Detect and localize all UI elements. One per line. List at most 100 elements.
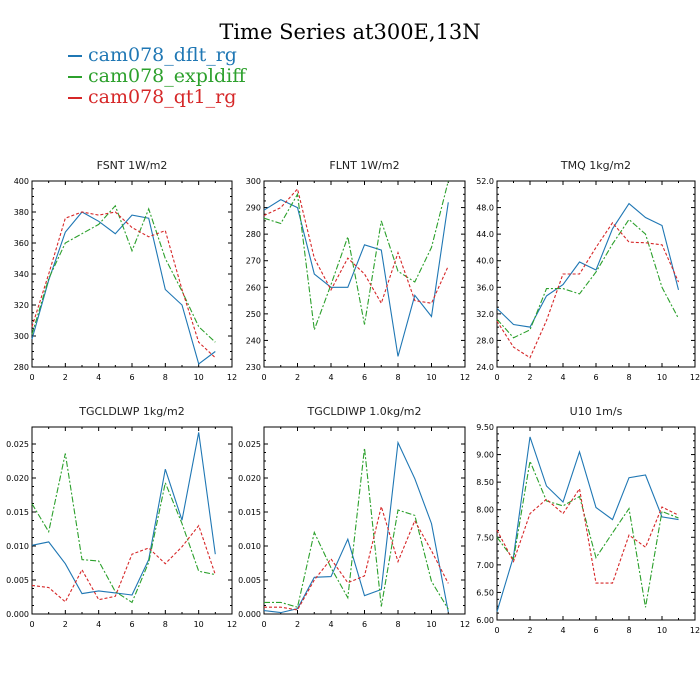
panel-title: TGCLDLWP 1kg/m2 <box>78 405 184 418</box>
y-tick-label: 0.005 <box>238 576 261 585</box>
series-line-cam078_qt1_rg <box>31 211 216 359</box>
panel-title: U10 1m/s <box>570 405 623 418</box>
legend-label: cam078_expldiff <box>88 65 246 87</box>
y-tick-label: 0.025 <box>6 440 29 449</box>
chart-title: Time Series at300E,13N <box>219 20 481 44</box>
series-line-cam078_expldiff <box>31 453 216 604</box>
y-tick-label: 28.0 <box>476 336 494 345</box>
series-line-cam078_qt1_rg <box>263 187 449 305</box>
y-tick-label: 44.0 <box>476 230 494 239</box>
y-tick-label: 8.00 <box>476 506 494 515</box>
y-tick-label: 340 <box>14 270 29 279</box>
x-tick-label: 4 <box>560 373 565 382</box>
series-line-cam078_qt1_rg <box>496 487 679 584</box>
series-line-cam078_qt1_rg <box>264 504 449 611</box>
x-tick-label: 10 <box>657 626 667 635</box>
panel-title: FLNT 1W/m2 <box>329 159 399 172</box>
y-tick-label: 9.50 <box>476 423 494 432</box>
y-tick-label: 7.00 <box>476 561 494 570</box>
y-tick-label: 0.005 <box>6 576 29 585</box>
x-tick-label: 0 <box>494 626 499 635</box>
legend-swatch <box>68 55 82 57</box>
y-tick-label: 0.025 <box>238 440 261 449</box>
y-tick-label: 270 <box>246 257 261 266</box>
series-line-cam078_dflt_rg <box>31 211 216 365</box>
x-tick-label: 6 <box>593 626 598 635</box>
y-tick-label: 0.010 <box>6 542 29 551</box>
x-tick-label: 8 <box>163 373 168 382</box>
y-tick-label: 380 <box>14 208 29 217</box>
x-tick-label: 12 <box>460 620 470 629</box>
series-line-cam078_expldiff <box>496 218 679 339</box>
panel-title: FSNT 1W/m2 <box>97 159 168 172</box>
series-line-cam078_dflt_rg <box>263 198 449 357</box>
x-tick-label: 12 <box>690 373 700 382</box>
x-tick-label: 2 <box>63 373 68 382</box>
y-tick-label: 0.010 <box>238 542 261 551</box>
x-tick-label: 0 <box>261 620 266 629</box>
x-tick-label: 10 <box>194 373 204 382</box>
x-tick-label: 10 <box>657 373 667 382</box>
y-tick-label: 48.0 <box>476 204 494 213</box>
x-tick-label: 8 <box>395 373 400 382</box>
x-tick-label: 12 <box>460 373 470 382</box>
y-tick-label: 260 <box>246 283 261 292</box>
y-tick-label: 7.50 <box>476 533 494 542</box>
series-line-cam078_dflt_rg <box>496 436 679 612</box>
y-tick-label: 280 <box>246 230 261 239</box>
panel-2: FLNT 1W/m2 230 240 250 260 270 280 290 300 0 2 4 6 8 1… <box>246 159 470 382</box>
y-tick-label: 0.015 <box>6 508 29 517</box>
y-tick-label: 0.015 <box>238 508 261 517</box>
x-tick-label: 8 <box>626 373 631 382</box>
y-tick-label: 300 <box>14 332 29 341</box>
series-line-cam078_dflt_rg <box>31 432 216 596</box>
y-tick-label: 24.0 <box>476 363 494 372</box>
panel-1: FSNT 1W/m2 280 300 320 340 360 380 400 0 2 4 6 8 10 12 <box>14 159 237 382</box>
x-tick-label: 10 <box>194 620 204 629</box>
y-tick-label: 40.0 <box>476 257 494 266</box>
series-line-cam078_expldiff <box>264 448 449 610</box>
legend-label: cam078_dflt_rg <box>88 44 237 66</box>
x-tick-label: 0 <box>494 373 499 382</box>
panel-title: TGCLDIWP 1.0kg/m2 <box>306 405 421 418</box>
panel-6: U10 1m/s 6.00 6.50 7.00 7.50 8.00 8.50 9.00 9.50… <box>476 405 700 635</box>
series-line-cam078_expldiff <box>496 459 679 608</box>
x-tick-label: 0 <box>29 620 34 629</box>
y-tick-label: 52.0 <box>476 177 494 186</box>
x-tick-label: 2 <box>63 620 68 629</box>
series-line-cam078_expldiff <box>263 180 449 330</box>
y-tick-label: 290 <box>246 204 261 213</box>
panel-3: TMQ 1kg/m2 24.0 28.0 32.0 36.0 40.0 44.0 48.0 52… <box>476 159 700 382</box>
legend-label: cam078_qt1_rg <box>88 86 237 108</box>
legend-swatch <box>68 97 82 99</box>
y-tick-label: 6.50 <box>476 588 494 597</box>
panel-4: TGCLDLWP 1kg/m2 0.000 0.005 0.010 0.015 0.020… <box>6 405 237 629</box>
x-tick-label: 6 <box>362 620 367 629</box>
x-tick-label: 6 <box>362 373 367 382</box>
x-tick-label: 12 <box>227 620 237 629</box>
y-tick-label: 32.0 <box>476 310 494 319</box>
x-tick-label: 12 <box>690 626 700 635</box>
x-tick-label: 6 <box>129 373 134 382</box>
series-line-cam078_qt1_rg <box>31 524 216 603</box>
plot-frame <box>496 180 696 368</box>
y-tick-label: 320 <box>14 301 29 310</box>
y-tick-label: 280 <box>14 363 29 372</box>
x-tick-label: 6 <box>129 620 134 629</box>
x-tick-label: 8 <box>626 626 631 635</box>
y-tick-label: 36.0 <box>476 283 494 292</box>
x-tick-label: 2 <box>295 620 300 629</box>
x-tick-label: 4 <box>96 373 101 382</box>
y-tick-label: 240 <box>246 336 261 345</box>
plot-frame <box>263 180 466 368</box>
x-tick-label: 10 <box>426 373 436 382</box>
y-tick-label: 400 <box>14 177 29 186</box>
x-tick-label: 10 <box>426 620 436 629</box>
y-tick-label: 0.000 <box>238 610 261 619</box>
x-tick-label: 8 <box>163 620 168 629</box>
y-tick-label: 300 <box>246 177 261 186</box>
panel-title: TMQ 1kg/m2 <box>560 159 631 172</box>
plot-frame <box>263 426 466 615</box>
y-tick-label: 230 <box>246 363 261 372</box>
